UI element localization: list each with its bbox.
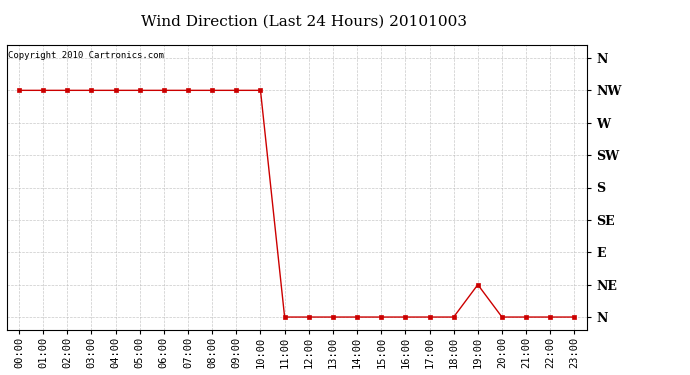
Text: Wind Direction (Last 24 Hours) 20101003: Wind Direction (Last 24 Hours) 20101003: [141, 15, 466, 29]
Text: Copyright 2010 Cartronics.com: Copyright 2010 Cartronics.com: [8, 51, 164, 60]
